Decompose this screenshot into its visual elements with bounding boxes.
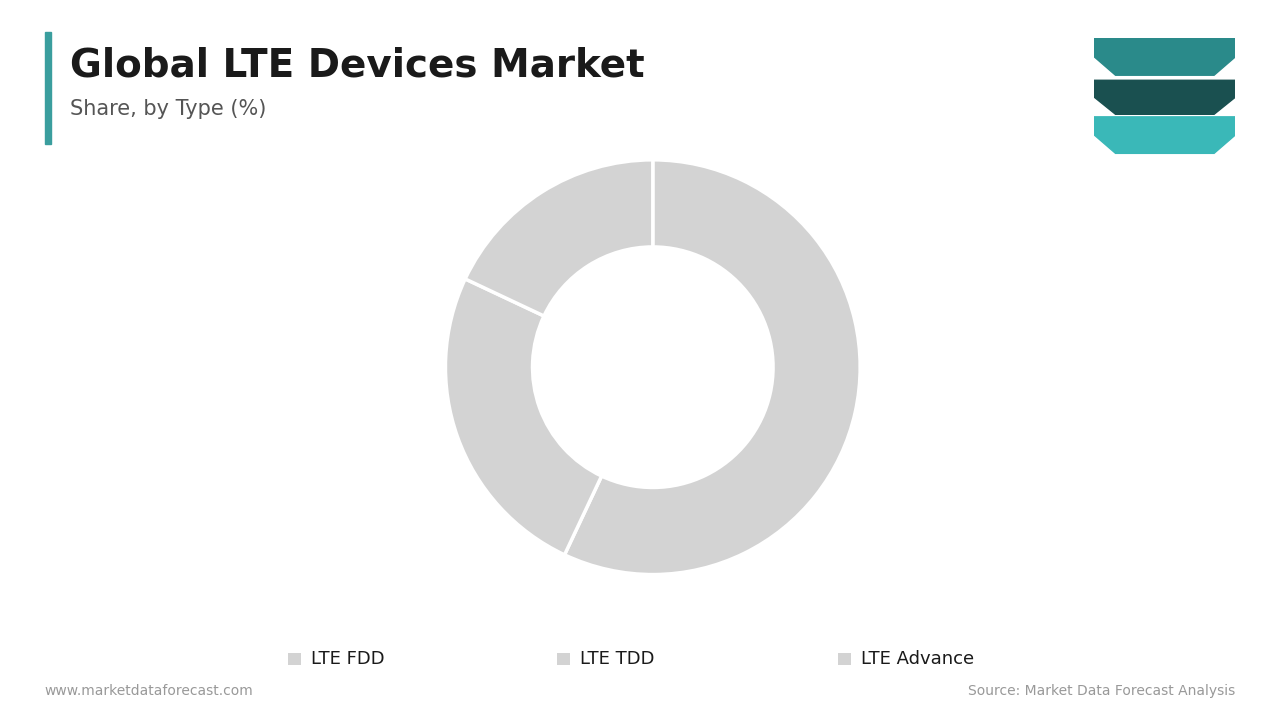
Polygon shape [1074, 80, 1257, 114]
Text: Global LTE Devices Market: Global LTE Devices Market [70, 47, 645, 85]
Wedge shape [465, 160, 653, 316]
Polygon shape [1074, 117, 1257, 153]
Wedge shape [564, 160, 860, 575]
Wedge shape [445, 279, 602, 555]
Text: LTE Advance: LTE Advance [861, 649, 974, 668]
Polygon shape [1074, 39, 1257, 75]
Text: Share, by Type (%): Share, by Type (%) [70, 99, 266, 120]
Text: LTE FDD: LTE FDD [311, 649, 385, 668]
Text: LTE TDD: LTE TDD [580, 649, 654, 668]
Text: www.marketdataforecast.com: www.marketdataforecast.com [45, 685, 253, 698]
Text: Source: Market Data Forecast Analysis: Source: Market Data Forecast Analysis [968, 685, 1235, 698]
